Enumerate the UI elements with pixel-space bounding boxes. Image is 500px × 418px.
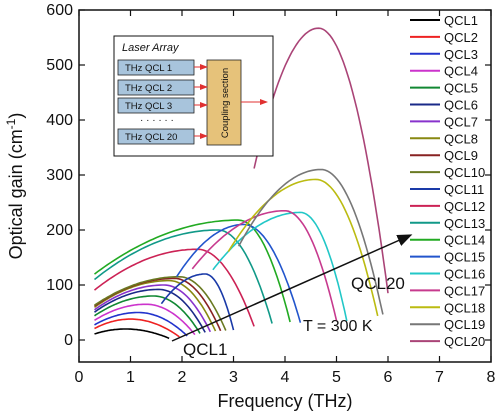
x-tick-label: 8 [487, 369, 496, 386]
series-line-qcl7 [94, 284, 212, 333]
y-tick-label: 100 [46, 277, 73, 294]
y-axis-ticks: 0 100 200 300 400 500 600 [46, 2, 491, 349]
legend-label-qcl13: QCL13 [444, 216, 485, 231]
y-axis-label-exponent: -1 [4, 118, 18, 129]
series-line-qcl14 [94, 219, 291, 323]
legend-label-qcl3: QCL3 [444, 47, 478, 62]
end-label: QCL20 [351, 274, 405, 293]
legend-label-qcl7: QCL7 [444, 114, 478, 129]
y-axis-label-main: Optical gain (cm [6, 129, 26, 259]
series-line-qcl16 [212, 211, 348, 322]
series-line-qcl13 [94, 229, 273, 324]
series-line-qcl17 [191, 210, 338, 321]
laser-label-1: THz QCL 1 [125, 63, 172, 74]
legend-label-qcl2: QCL2 [444, 30, 478, 45]
series-line-qcl2 [94, 318, 180, 338]
x-tick-label: 3 [229, 369, 238, 386]
series-line-qcl18 [227, 178, 379, 317]
inset-title: Laser Array [122, 42, 180, 54]
legend-label-qcl18: QCL18 [444, 300, 485, 315]
temperature-label: T = 300 K [303, 318, 373, 335]
series-curves [93, 27, 389, 340]
laser-ellipsis: · · · · · · [140, 115, 174, 126]
x-axis-ticks: 0 1 2 3 4 5 6 7 8 [75, 10, 496, 386]
y-axis-label: Optical gain (cm-1) [4, 113, 26, 260]
series-line-qcl5 [94, 295, 201, 334]
legend-label-qcl14: QCL14 [444, 233, 485, 248]
series-line-qcl10 [94, 275, 227, 331]
series-line-qcl6 [94, 288, 206, 333]
laser-label-2: THz QCL 2 [125, 83, 172, 94]
y-tick-label: 600 [46, 2, 73, 19]
legend-label-qcl5: QCL5 [444, 81, 478, 96]
x-tick-label: 6 [384, 369, 393, 386]
qcl-progression-arrow [171, 234, 413, 342]
x-tick-label: 0 [75, 369, 84, 386]
legend-label-qcl10: QCL10 [444, 165, 485, 180]
series-line-qcl4 [94, 303, 196, 336]
series-line-qcl8 [94, 279, 217, 332]
x-axis-label: Frequency (THz) [217, 391, 352, 411]
legend-label-qcl12: QCL12 [444, 199, 485, 214]
series-line-qcl11 [160, 273, 235, 331]
legend-label-qcl11: QCL11 [444, 182, 484, 197]
legend-label-qcl16: QCL16 [444, 267, 485, 282]
legend-label-qcl15: QCL15 [444, 250, 485, 265]
x-tick-label: 7 [435, 369, 444, 386]
y-tick-label: 0 [64, 332, 73, 349]
series-line-qcl20 [253, 27, 389, 294]
y-tick-label: 200 [46, 222, 73, 239]
x-tick-label: 2 [178, 369, 187, 386]
legend-label-qcl8: QCL8 [444, 131, 478, 146]
y-axis-label-close: ) [6, 113, 26, 119]
series-line-qcl15 [176, 223, 302, 323]
x-tick-label: 1 [126, 369, 135, 386]
legend-label-qcl1: QCL1 [444, 13, 478, 28]
series-line-qcl1 [94, 328, 170, 340]
legend-label-qcl19: QCL19 [444, 317, 485, 332]
legend-label-qcl4: QCL4 [444, 64, 478, 79]
legend-label-qcl20: QCL20 [444, 334, 485, 349]
series-line-qcl3 [94, 311, 188, 337]
laser-label-3: THz QCL 3 [125, 101, 172, 112]
start-label: QCL1 [183, 340, 227, 359]
laser-label-20: THz QCL 20 [125, 132, 177, 143]
y-tick-label: 300 [46, 167, 73, 184]
y-tick-label: 500 [46, 57, 73, 74]
x-tick-label: 5 [332, 369, 341, 386]
series-line-qcl19 [237, 168, 384, 315]
laser-array-inset: Laser Array THz QCL 1 THz QCL 2 THz QCL … [113, 35, 274, 157]
legend-label-qcl17: QCL17 [444, 283, 485, 298]
y-tick-label: 400 [46, 112, 73, 129]
legend-label-qcl9: QCL9 [444, 148, 478, 163]
coupling-section-label: Coupling section [220, 68, 231, 138]
legend-label-qcl6: QCL6 [444, 98, 478, 113]
series-line-qcl12 [93, 248, 255, 327]
x-tick-label: 4 [281, 369, 290, 386]
